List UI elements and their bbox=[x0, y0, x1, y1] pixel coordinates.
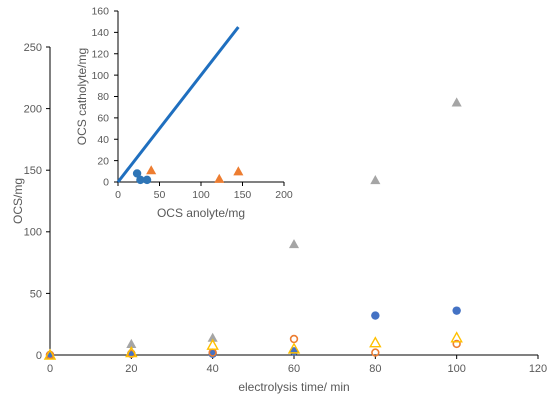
data-point bbox=[142, 175, 152, 185]
y-tick-label: 120 bbox=[91, 48, 109, 60]
data-point bbox=[370, 175, 381, 185]
data-point bbox=[369, 336, 382, 348]
y-axis-title: OCS/mg bbox=[11, 178, 25, 224]
data-point bbox=[125, 346, 138, 358]
x-tick-label: 0 bbox=[47, 363, 53, 375]
data-series-1 bbox=[132, 169, 152, 185]
y-tick-label: 100 bbox=[24, 227, 42, 239]
x-tick-label: 20 bbox=[125, 363, 137, 375]
y-tick-label: 250 bbox=[24, 42, 42, 54]
y-tick-label: 20 bbox=[97, 155, 109, 167]
data-point bbox=[371, 348, 380, 357]
y-tick-label: 80 bbox=[97, 91, 109, 103]
data-point bbox=[43, 348, 57, 360]
data-point bbox=[214, 173, 225, 183]
x-tick-label: 120 bbox=[529, 363, 547, 375]
data-point bbox=[288, 239, 300, 249]
x-tick-label: 0 bbox=[115, 189, 121, 201]
y-axis-title: OCS catholyte/mg bbox=[75, 48, 89, 145]
data-point bbox=[452, 339, 461, 349]
data-point bbox=[136, 175, 145, 185]
data-series-4 bbox=[43, 331, 463, 360]
data-point bbox=[450, 331, 463, 343]
data-point bbox=[371, 311, 380, 320]
y-tick-label: 40 bbox=[97, 134, 109, 146]
y-tick-label: 60 bbox=[97, 113, 109, 125]
x-tick-label: 200 bbox=[275, 189, 293, 201]
y-tick-label: 150 bbox=[24, 165, 42, 177]
y-tick-label: 0 bbox=[36, 350, 42, 362]
data-point bbox=[452, 306, 461, 315]
y-tick-label: 160 bbox=[91, 6, 109, 18]
data-series-2 bbox=[45, 306, 461, 360]
data-point bbox=[132, 169, 142, 178]
inset-chart: 0 50 100 150 200 0 20 40 60 80 100 120 140 160 OCS ano… bbox=[75, 6, 293, 220]
y-tick-label: 140 bbox=[91, 27, 109, 39]
x-tick-label: 150 bbox=[234, 189, 252, 201]
y-tick-label: 100 bbox=[91, 70, 109, 82]
data-point bbox=[289, 334, 299, 344]
x-axis-title: OCS anolyte/mg bbox=[157, 206, 245, 220]
x-tick-label: 40 bbox=[207, 363, 219, 375]
x-tick-label: 50 bbox=[154, 189, 166, 201]
x-tick-label: 100 bbox=[447, 363, 465, 375]
data-point bbox=[146, 165, 157, 175]
x-tick-label: 80 bbox=[369, 363, 381, 375]
reference-line bbox=[116, 26, 240, 183]
data-point bbox=[207, 332, 218, 342]
x-tick-label: 100 bbox=[192, 189, 210, 201]
data-point bbox=[451, 97, 462, 107]
data-point bbox=[126, 338, 137, 348]
main-chart: 0 20 40 60 80 100 120050100150200250electrolys… bbox=[11, 42, 547, 394]
y-tick-label: 200 bbox=[24, 103, 42, 115]
y-tick-label: 50 bbox=[30, 288, 42, 300]
y-tick-label: 0 bbox=[103, 177, 109, 189]
x-axis-title: electrolysis time/ min bbox=[238, 380, 349, 394]
data-point bbox=[233, 166, 244, 176]
data-series-2 bbox=[146, 165, 244, 183]
x-tick-label: 60 bbox=[288, 363, 300, 375]
data-point bbox=[287, 342, 301, 354]
data-point bbox=[206, 338, 219, 350]
